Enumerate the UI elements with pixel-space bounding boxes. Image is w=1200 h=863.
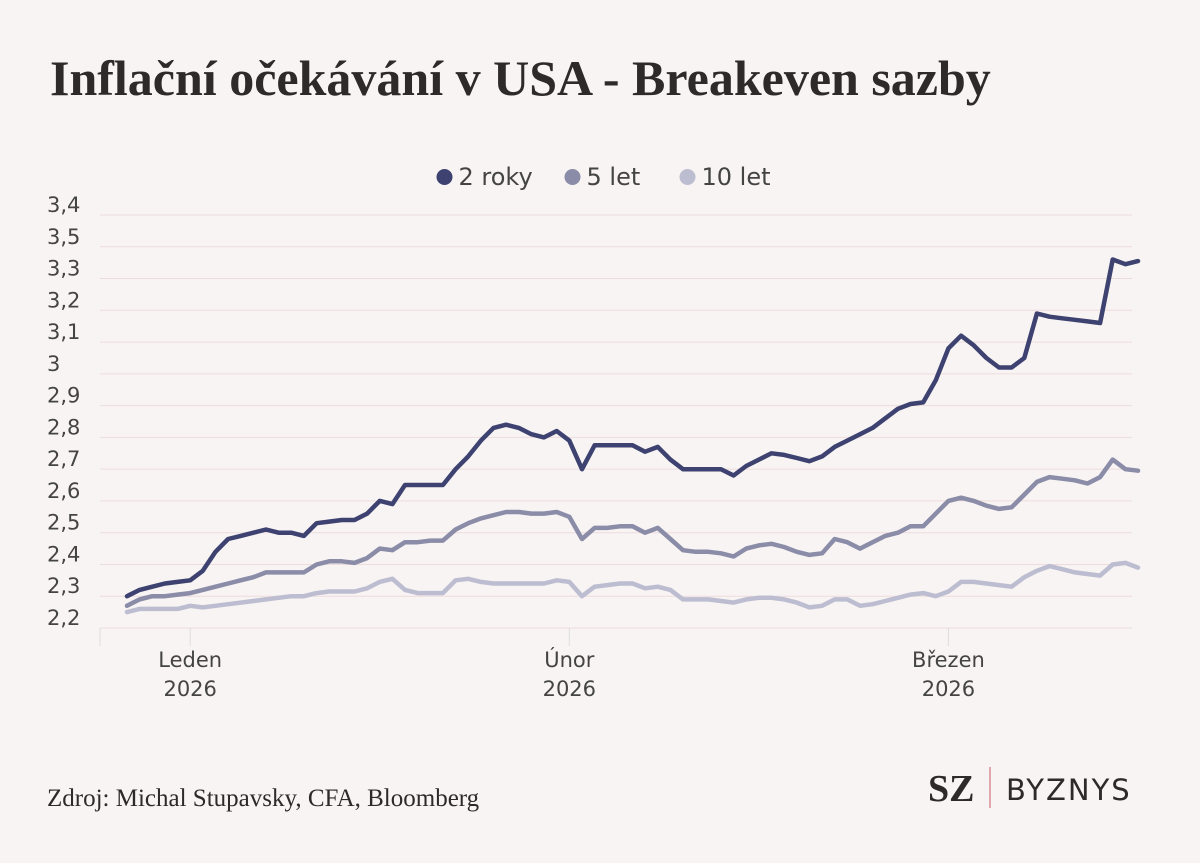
y-tick-label: 2,5 [47, 511, 80, 535]
x-tick-label: Březen 2026 [912, 648, 985, 701]
legend-label: 5 let [587, 163, 641, 191]
y-tick-label: 3,5 [47, 225, 80, 249]
x-tick-label: Leden 2026 [158, 648, 223, 701]
source: Zdroj: Michal Stupavsky, CFA, Bloomberg [47, 785, 480, 812]
legend-marker [679, 169, 696, 185]
legend-marker [564, 169, 581, 185]
legend-label: 10 let [702, 163, 771, 191]
y-tick-label: 2,9 [47, 384, 80, 408]
y-tick-label: 2,7 [47, 447, 80, 471]
brand-name: BYZNYS [1006, 773, 1132, 807]
chart-title: Inflační očekávání v USA - Breakeven saz… [50, 50, 991, 106]
series-line [124, 560, 1141, 615]
legend-label: 2 roky [459, 163, 533, 191]
y-tick-label: 3,1 [47, 320, 80, 344]
legend-marker [436, 169, 453, 185]
y-tick-label: 2,8 [47, 415, 80, 439]
y-tick-label: 3,2 [47, 288, 80, 312]
series-line [124, 257, 1141, 599]
y-tick-label: 2,4 [47, 542, 80, 566]
y-tick-label: 3 [47, 352, 60, 376]
brand-mark: SZ [928, 768, 974, 810]
x-tick-label: Únor 2026 [542, 648, 597, 701]
series-line [124, 457, 1141, 609]
y-tick-label: 3,4 [47, 193, 80, 217]
y-tick-label: 3,3 [47, 257, 80, 281]
y-tick-label: 2,3 [47, 574, 80, 598]
y-tick-label: 2,2 [47, 606, 80, 630]
y-tick-label: 2,6 [47, 479, 80, 503]
